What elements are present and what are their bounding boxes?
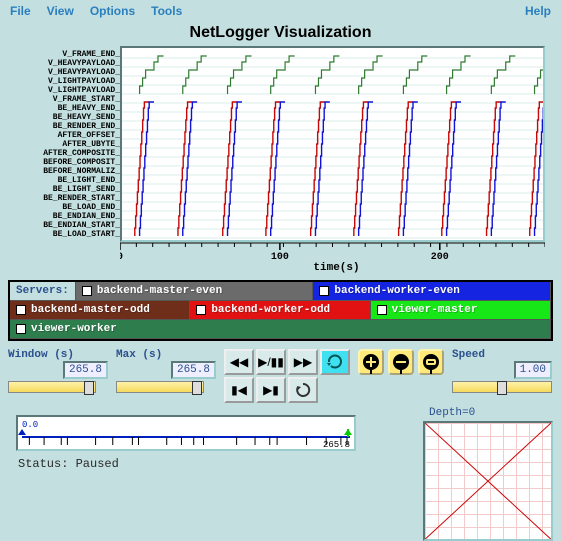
max-value: 265.8	[171, 361, 216, 379]
y-label: AFTER_UBYTE_	[2, 140, 120, 149]
rewind-button[interactable]: ◀◀	[224, 349, 254, 375]
max-label: Max (s)	[116, 349, 216, 361]
legend-swatch	[319, 286, 329, 296]
y-label: BE_ENDIAN_START_	[2, 221, 120, 230]
menu-help[interactable]: Help	[525, 4, 551, 18]
y-label: V_HEAVYPAYLOAD_	[2, 68, 120, 77]
page-title: NetLogger Visualization	[0, 24, 561, 42]
menu-file[interactable]: File	[10, 4, 31, 18]
y-label: BEFORE_NORMALIZ_	[2, 167, 120, 176]
play-pause-button[interactable]: ▶/▮▮	[256, 349, 286, 375]
window-label: Window (s)	[8, 349, 108, 361]
menu-tools[interactable]: Tools	[151, 4, 182, 18]
legend-swatch	[82, 286, 92, 296]
y-label: BE_LIGHT_SEND_	[2, 185, 120, 194]
status-text: Status: Paused	[18, 457, 354, 471]
legend-swatch	[196, 305, 206, 315]
y-label: AFTER_COMPOSITE_	[2, 149, 120, 158]
speed-label: Speed	[452, 349, 552, 361]
svg-text:265.8: 265.8	[323, 440, 350, 449]
legend-item[interactable]: backend-master-odd	[10, 301, 190, 320]
skip-start-button[interactable]: ▮◀	[224, 377, 254, 403]
menu-options[interactable]: Options	[90, 4, 135, 18]
window-value: 265.8	[63, 361, 108, 379]
legend-label: backend-master-even	[97, 285, 222, 297]
legend-label: backend-worker-odd	[211, 304, 330, 316]
menu-view[interactable]: View	[47, 4, 74, 18]
zoom-out-button[interactable]	[388, 349, 414, 375]
y-label: BE_LOAD_START_	[2, 230, 120, 239]
y-label: BE_RENDER_END_	[2, 122, 120, 131]
zoom-in-button[interactable]	[358, 349, 384, 375]
max-slider[interactable]	[116, 381, 204, 393]
x-axis-label: time(s)	[120, 262, 553, 274]
main-chart: 0 100 200 time(s)	[120, 46, 553, 274]
timeline-overview[interactable]: 0.0 265.8	[16, 415, 356, 451]
y-label: BE_HEAVY_END_	[2, 104, 120, 113]
legend-item[interactable]: backend-master-even	[76, 282, 314, 301]
servers-label: Servers:	[10, 282, 76, 301]
menubar: File View Options Tools Help	[0, 0, 561, 22]
y-label: V_FRAME_START_	[2, 95, 120, 104]
svg-text:0.0: 0.0	[22, 420, 38, 430]
legend-label: viewer-master	[392, 304, 478, 316]
servers-legend: Servers: backend-master-even backend-work…	[8, 280, 553, 341]
speed-slider[interactable]	[452, 381, 552, 393]
y-label: BE_LOAD_END_	[2, 203, 120, 212]
y-label: V_LIGHTPAYLOAD_	[2, 77, 120, 86]
refresh-button[interactable]	[288, 377, 318, 403]
y-label: BE_ENDIAN_END_	[2, 212, 120, 221]
legend-item[interactable]: viewer-worker	[10, 320, 551, 339]
legend-label: viewer-worker	[31, 323, 117, 335]
y-label: BE_LIGHT_END_	[2, 176, 120, 185]
legend-swatch	[16, 324, 26, 334]
zoom-fit-button[interactable]	[418, 349, 444, 375]
legend-item[interactable]: backend-worker-even	[313, 282, 551, 301]
y-label: BE_HEAVY_SEND_	[2, 113, 120, 122]
depth-chart	[423, 421, 553, 541]
legend-swatch	[16, 305, 26, 315]
y-label: AFTER_OFFSET_	[2, 131, 120, 140]
window-slider[interactable]	[8, 381, 96, 393]
legend-label: backend-worker-even	[334, 285, 459, 297]
y-label: BE_RENDER_START_	[2, 194, 120, 203]
legend-swatch	[377, 305, 387, 315]
legend-item[interactable]: viewer-master	[371, 301, 551, 320]
depth-label: Depth=0	[429, 407, 553, 419]
y-label: BEFORE_COMPOSIT_	[2, 158, 120, 167]
y-axis-labels: V_FRAME_END_V_HEAVYPAYLOAD_V_HEAVYPAYLOA…	[2, 46, 120, 274]
y-label: V_HEAVYPAYLOAD_	[2, 59, 120, 68]
y-label: V_FRAME_END_	[2, 50, 120, 59]
svg-text:100: 100	[271, 252, 289, 260]
svg-text:0: 0	[120, 252, 123, 260]
skip-end-button[interactable]: ▶▮	[256, 377, 286, 403]
loop-button[interactable]	[320, 349, 350, 375]
legend-item[interactable]: backend-worker-odd	[190, 301, 370, 320]
legend-label: backend-master-odd	[31, 304, 150, 316]
y-label: V_LIGHTPAYLOAD_	[2, 86, 120, 95]
svg-text:200: 200	[431, 252, 449, 260]
ffwd-button[interactable]: ▶▶	[288, 349, 318, 375]
speed-value: 1.00	[514, 361, 552, 379]
